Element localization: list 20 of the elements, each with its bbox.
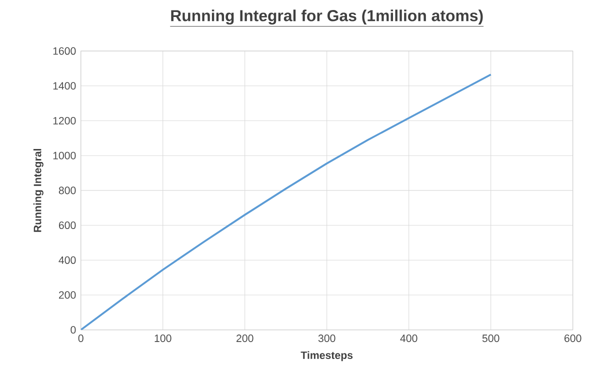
x-tick-label: 500 [482,334,500,342]
y-tick-label: 600 [58,222,76,230]
y-tick-label: 1200 [53,117,76,125]
x-tick-label: 600 [564,334,582,342]
line-series [80,74,492,330]
y-tick-label: 0 [70,326,76,334]
x-tick-label: 200 [236,334,254,342]
y-axis-title: Running Integral [33,149,44,232]
x-tick-label: 100 [154,334,172,342]
y-tick-label: 200 [58,291,76,299]
y-tick-label: 400 [58,256,76,264]
x-tick-label: 400 [400,334,418,342]
chart-title: Running Integral for Gas (1million atoms) [171,10,483,25]
y-tick-label: 1600 [53,47,76,55]
y-tick-label: 1000 [53,152,76,160]
x-axis-title: Timesteps [300,351,353,362]
x-tick-label: 0 [78,334,84,342]
x-tick-label: 300 [318,334,336,342]
y-tick-label: 1400 [53,82,76,90]
y-tick-label: 800 [58,186,76,194]
